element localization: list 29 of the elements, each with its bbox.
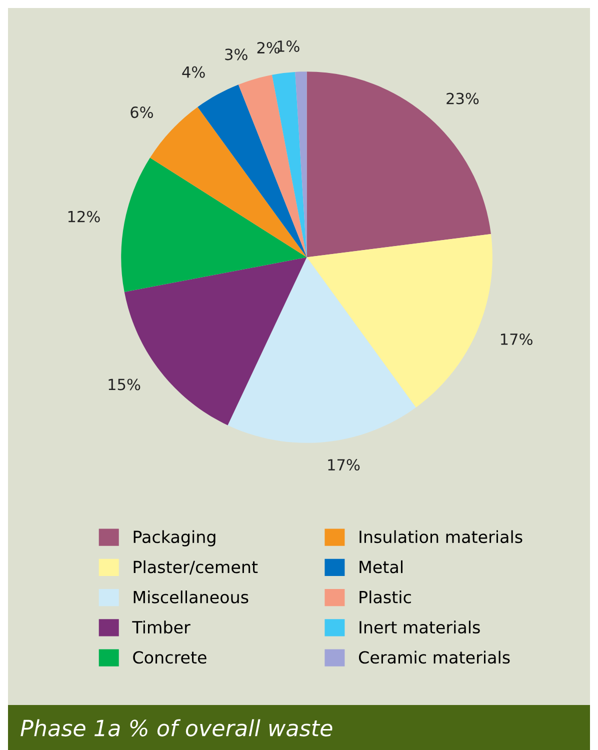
data-label: 3% — [225, 48, 248, 60]
pie-slice — [295, 72, 307, 258]
data-label: 12% — [68, 210, 100, 222]
text: Phase 1a % of overall waste — [20, 719, 332, 736]
pie-slice — [198, 84, 307, 258]
pie-slice — [306, 234, 492, 408]
legend-label: Insulation materials — [360, 530, 522, 544]
legend-label: Miscellaneous — [134, 590, 248, 604]
data-label: 15% — [108, 378, 140, 390]
data-label: 1% — [278, 40, 300, 52]
legend-label: Packaging — [134, 530, 216, 546]
data-label: 17% — [328, 458, 360, 471]
legend-label: Ceramic materials — [358, 650, 510, 664]
pie-slice — [272, 72, 307, 258]
data-label: 4% — [182, 66, 205, 78]
pie-slice — [238, 74, 307, 258]
data-label: 6% — [130, 106, 153, 118]
pie-slice — [121, 158, 307, 292]
data-label: 17% — [501, 333, 532, 346]
legend-label: Plaster/cement — [134, 560, 258, 575]
legend-label: Concrete — [133, 651, 206, 664]
legend-label: Plastic — [360, 590, 411, 604]
pie-slice — [228, 257, 416, 443]
legend-label: Timber — [132, 620, 190, 634]
legend-label: Inert materials — [360, 620, 480, 634]
data-label: 23% — [446, 92, 479, 104]
data-label: 2% — [257, 42, 280, 54]
legend-label: Metal — [360, 560, 402, 574]
pie-slice — [306, 72, 491, 258]
